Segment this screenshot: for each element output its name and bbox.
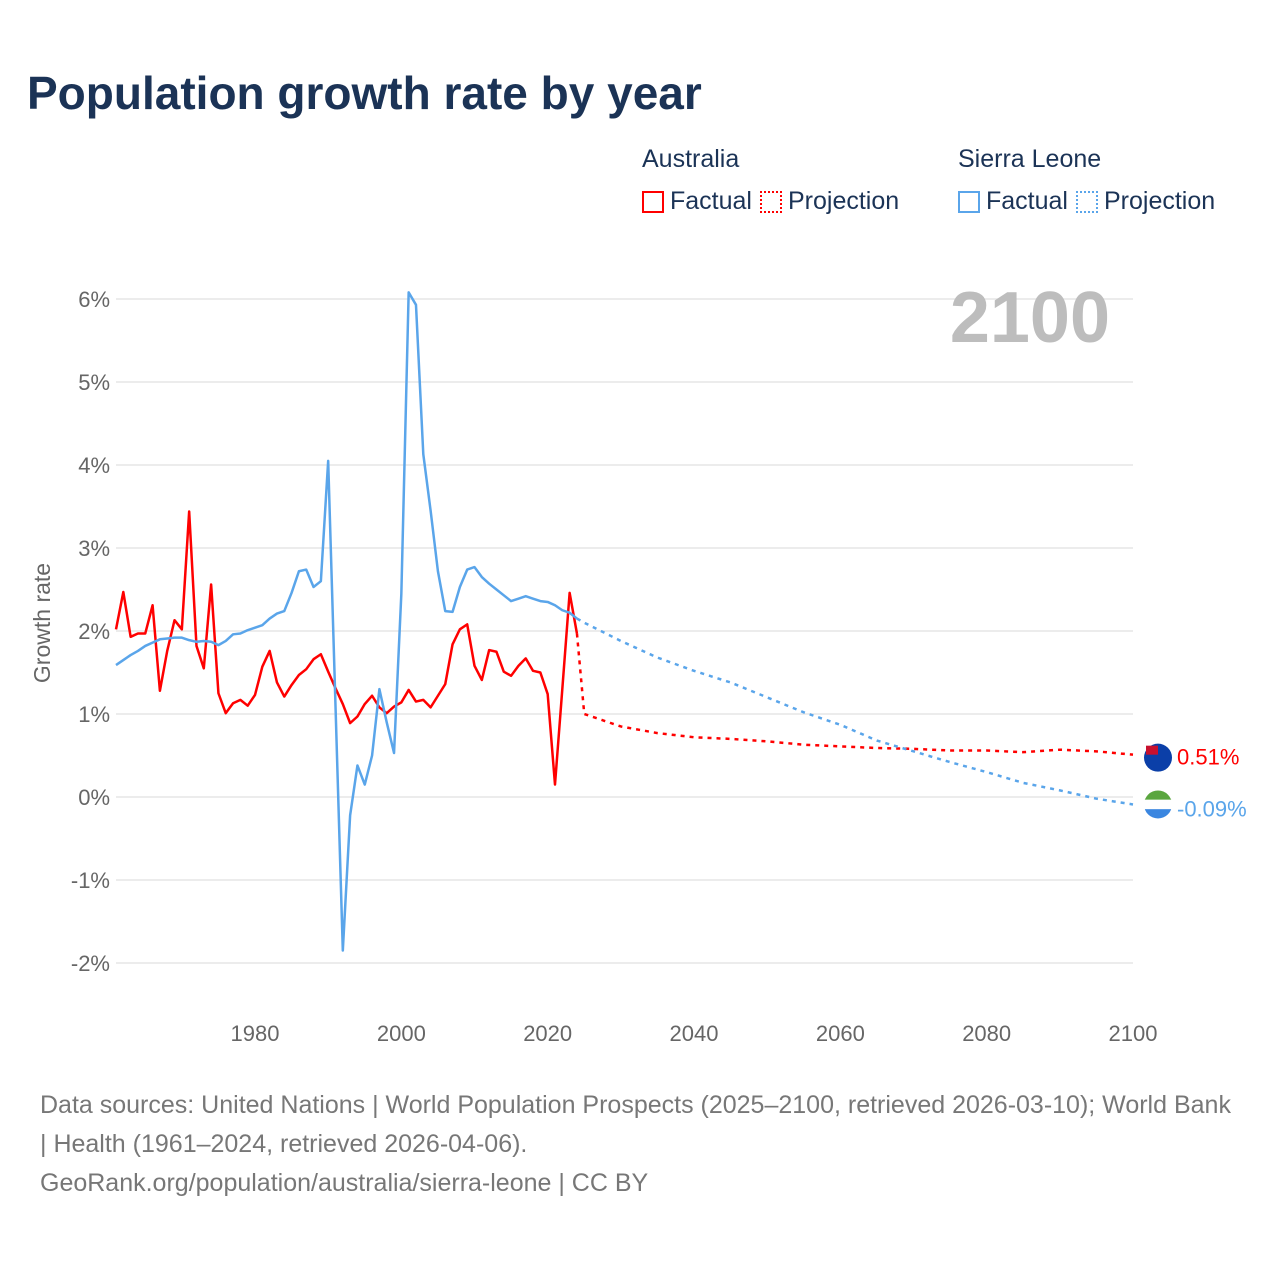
legend-australia: Australia Factual Projection bbox=[642, 145, 907, 216]
credit-link[interactable]: GeoRank.org/population/australia/sierra-… bbox=[40, 1169, 649, 1197]
y-tick-label: 0% bbox=[78, 785, 110, 810]
y-tick-label: 4% bbox=[78, 453, 110, 478]
legend-swatch-dotted bbox=[759, 190, 782, 213]
y-tick-label: 2% bbox=[78, 619, 110, 644]
legend-australia-projection[interactable]: Projection bbox=[759, 187, 900, 216]
x-tick-label: 2060 bbox=[816, 1021, 865, 1046]
y-tick-label: -2% bbox=[71, 951, 110, 976]
line-chart: -2% -1% 0% 1% 2% 3% 4% 5% 6% 1980 2000 2020 2040 2060… bbox=[29, 278, 1247, 1046]
legend-australia-factual[interactable]: Factual bbox=[642, 187, 752, 216]
y-axis-label: Growth rate bbox=[29, 563, 55, 683]
y-tick-label: 1% bbox=[78, 702, 110, 727]
legend-swatch-solid bbox=[958, 190, 980, 213]
legend-country-sierra-leone: Sierra Leone bbox=[958, 145, 1102, 173]
legend-swatch-dotted bbox=[1075, 190, 1098, 213]
series-australia-factual bbox=[114, 510, 579, 786]
x-tick-label: 2080 bbox=[962, 1021, 1011, 1046]
x-tick-label: 2000 bbox=[377, 1021, 426, 1046]
union-jack-icon bbox=[1146, 745, 1158, 755]
flag-stripe-white bbox=[1144, 799, 1172, 810]
series-sierra-leone-projection bbox=[576, 617, 1134, 806]
end-label-australia: 0.51% bbox=[1177, 745, 1239, 770]
legend-sierra-leone: Sierra Leone Factual Projection bbox=[958, 145, 1223, 216]
flag-stripe-green bbox=[1144, 790, 1172, 800]
legend-label: Factual bbox=[670, 187, 752, 215]
end-label-sierra-leone: -0.09% bbox=[1177, 796, 1247, 821]
x-tick-label: 2040 bbox=[670, 1021, 719, 1046]
flag-stripe-blue bbox=[1144, 809, 1172, 819]
y-tick-label: 6% bbox=[78, 287, 110, 312]
legend-swatch-solid bbox=[642, 190, 664, 213]
data-sources: Data sources: United Nations | World Pop… bbox=[40, 1091, 1231, 1158]
legend-label: Projection bbox=[787, 187, 900, 215]
y-tick-label: 3% bbox=[78, 536, 110, 561]
y-tick-label: 5% bbox=[78, 370, 110, 395]
legend-country-australia: Australia bbox=[642, 145, 740, 173]
legend-sierra-leone-projection[interactable]: Projection bbox=[1075, 187, 1216, 216]
chart-title: Population growth rate by year bbox=[27, 67, 702, 119]
legend-label: Factual bbox=[986, 187, 1068, 215]
series-sierra-leone-factual bbox=[115, 291, 578, 952]
x-tick-label: 1980 bbox=[231, 1021, 280, 1046]
x-tick-label: 2100 bbox=[1109, 1021, 1158, 1046]
y-tick-label: -1% bbox=[71, 868, 110, 893]
legend-sierra-leone-factual[interactable]: Factual bbox=[958, 187, 1068, 216]
footer: Data sources: United Nations | World Pop… bbox=[40, 1086, 1240, 1203]
year-label: 2100 bbox=[950, 278, 1110, 358]
sierra-leone-flag-icon bbox=[1144, 790, 1172, 819]
x-tick-label: 2020 bbox=[523, 1021, 572, 1046]
legend-label: Projection bbox=[1103, 187, 1216, 215]
series-australia-projection bbox=[575, 633, 1134, 756]
